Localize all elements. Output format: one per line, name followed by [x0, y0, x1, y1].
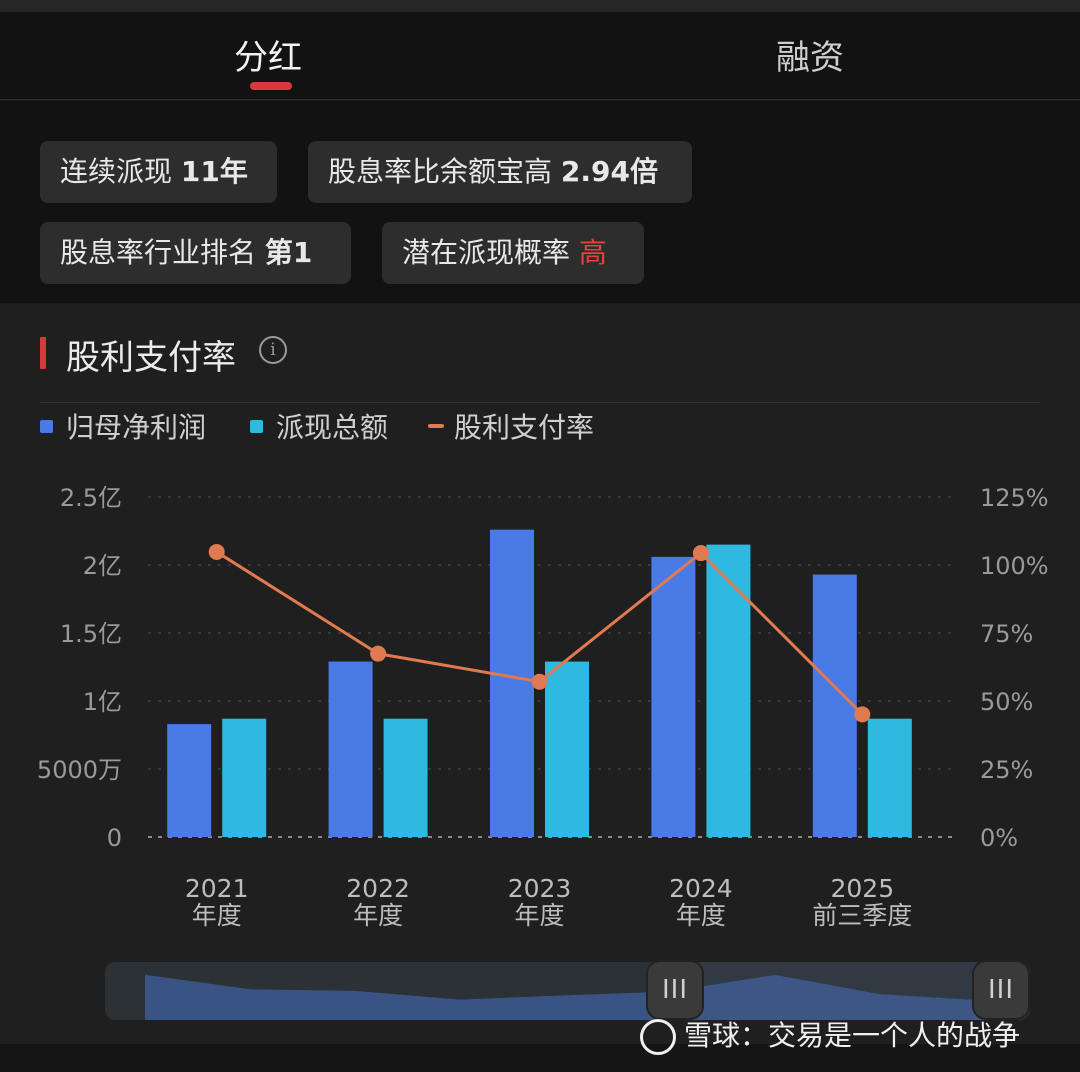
bar-payout-total — [383, 718, 428, 837]
bar-net-profit — [167, 724, 212, 837]
tag-yield-vs-yuebao[interactable]: 股息率比余额宝高 2.94倍 — [308, 141, 692, 203]
legend-payout-total[interactable]: 派现总额 — [276, 411, 389, 444]
y-right-tick-label: 25% — [980, 756, 1033, 784]
top-strip — [0, 0, 1080, 12]
x-tick-label: 年度 — [676, 901, 726, 930]
y-left-tick-label: 2亿 — [83, 552, 122, 580]
x-tick-label: 2024 — [669, 874, 733, 903]
payout-ratio-point — [854, 706, 871, 723]
bar-payout-total — [222, 718, 267, 837]
divider — [40, 402, 1040, 403]
xueqiu-logo-icon — [640, 1019, 676, 1055]
bar-net-profit — [812, 574, 857, 837]
watermark: 雪球：交易是一个人的战争 — [640, 1014, 1020, 1055]
x-tick-label: 2023 — [508, 874, 572, 903]
range-slider[interactable] — [105, 962, 1030, 1020]
y-right-tick-label: 50% — [980, 688, 1033, 716]
bar-payout-total — [545, 661, 589, 837]
tag-yield-industry-rank[interactable]: 股息率行业排名 第1 — [40, 222, 351, 284]
tag-label: 股息率行业排名 — [60, 236, 265, 269]
legend-line-icon — [428, 424, 444, 428]
tag-value: 11年 — [180, 155, 248, 188]
payout-ratio-point — [208, 543, 225, 560]
payout-ratio-point — [692, 545, 709, 562]
tab-dividend[interactable]: 分红 — [234, 38, 302, 78]
legend-payout-ratio[interactable]: 股利支付率 — [454, 411, 595, 444]
payout-ratio-panel: 股利支付率 i 归母净利润 派现总额 股利支付率 0 0% 5000万 25% 1亿 50… — [0, 304, 1080, 1044]
bar-payout-total — [867, 718, 912, 837]
bottom-bar — [0, 1044, 1080, 1072]
dividend-tags: 连续派现 11年 股息率比余额宝高 2.94倍 股息率行业排名 第1 潜在派现概… — [0, 101, 1080, 303]
tag-label: 连续派现 — [60, 155, 181, 188]
payout-ratio-point — [531, 673, 548, 690]
slider-preview — [145, 974, 985, 1020]
legend-square-icon — [40, 420, 53, 433]
x-tick-label: 2021 — [185, 874, 249, 903]
slider-handle-left[interactable]: III — [646, 960, 704, 1020]
tab-financing[interactable]: 融资 — [776, 38, 844, 78]
grip-icon: III — [661, 975, 688, 1005]
bar-net-profit — [651, 556, 696, 837]
y-right-tick-label: 0% — [980, 824, 1018, 852]
tag-payout-probability[interactable]: 潜在派现概率 高 — [382, 222, 644, 284]
tab-bar: 分红 融资 — [0, 12, 1080, 100]
x-tick-label: 年度 — [353, 901, 403, 930]
tag-label: 潜在派现概率 — [402, 236, 579, 269]
y-right-tick-label: 75% — [980, 620, 1033, 648]
grip-icon: III — [987, 975, 1014, 1005]
y-left-tick-label: 1亿 — [83, 688, 122, 716]
legend-square-icon — [250, 420, 263, 433]
slider-selection — [675, 962, 1000, 1020]
tag-value: 高 — [578, 236, 607, 269]
y-right-tick-label: 100% — [980, 552, 1049, 580]
section-accent-bar — [40, 337, 46, 369]
active-tab-indicator — [250, 82, 292, 90]
x-tick-label: 2025 — [830, 874, 894, 903]
bar-net-profit — [490, 529, 534, 837]
payout-ratio-point — [370, 645, 387, 662]
x-tick-label: 前三季度 — [812, 901, 912, 930]
tag-consecutive-payout[interactable]: 连续派现 11年 — [40, 141, 277, 203]
legend-net-profit[interactable]: 归母净利润 — [66, 411, 207, 444]
y-right-tick-label: 125% — [980, 484, 1049, 512]
x-tick-label: 年度 — [192, 901, 242, 930]
bar-payout-total — [706, 544, 751, 837]
x-tick-label: 2022 — [346, 874, 410, 903]
payout-ratio-chart: 0 0% 5000万 25% 1亿 50% 1.5亿 75% 2亿 100% 2.5亿 125% 202… — [37, 484, 1049, 930]
y-left-tick-label: 1.5亿 — [60, 620, 122, 648]
info-icon[interactable]: i — [259, 336, 287, 364]
tag-value: 第1 — [264, 236, 313, 269]
tag-value: 2.94倍 — [560, 155, 658, 188]
y-left-tick-label: 2.5亿 — [60, 484, 122, 512]
bar-net-profit — [328, 661, 373, 837]
tag-label: 股息率比余额宝高 — [328, 155, 561, 188]
slider-handle-right[interactable]: III — [972, 960, 1030, 1020]
watermark-text: 雪球：交易是一个人的战争 — [684, 1019, 1021, 1052]
section-title: 股利支付率 — [66, 338, 236, 378]
slider-preview-area — [145, 974, 985, 1020]
x-tick-label: 年度 — [514, 901, 564, 930]
y-left-tick-label: 0 — [107, 824, 122, 852]
y-left-tick-label: 5000万 — [37, 756, 122, 784]
